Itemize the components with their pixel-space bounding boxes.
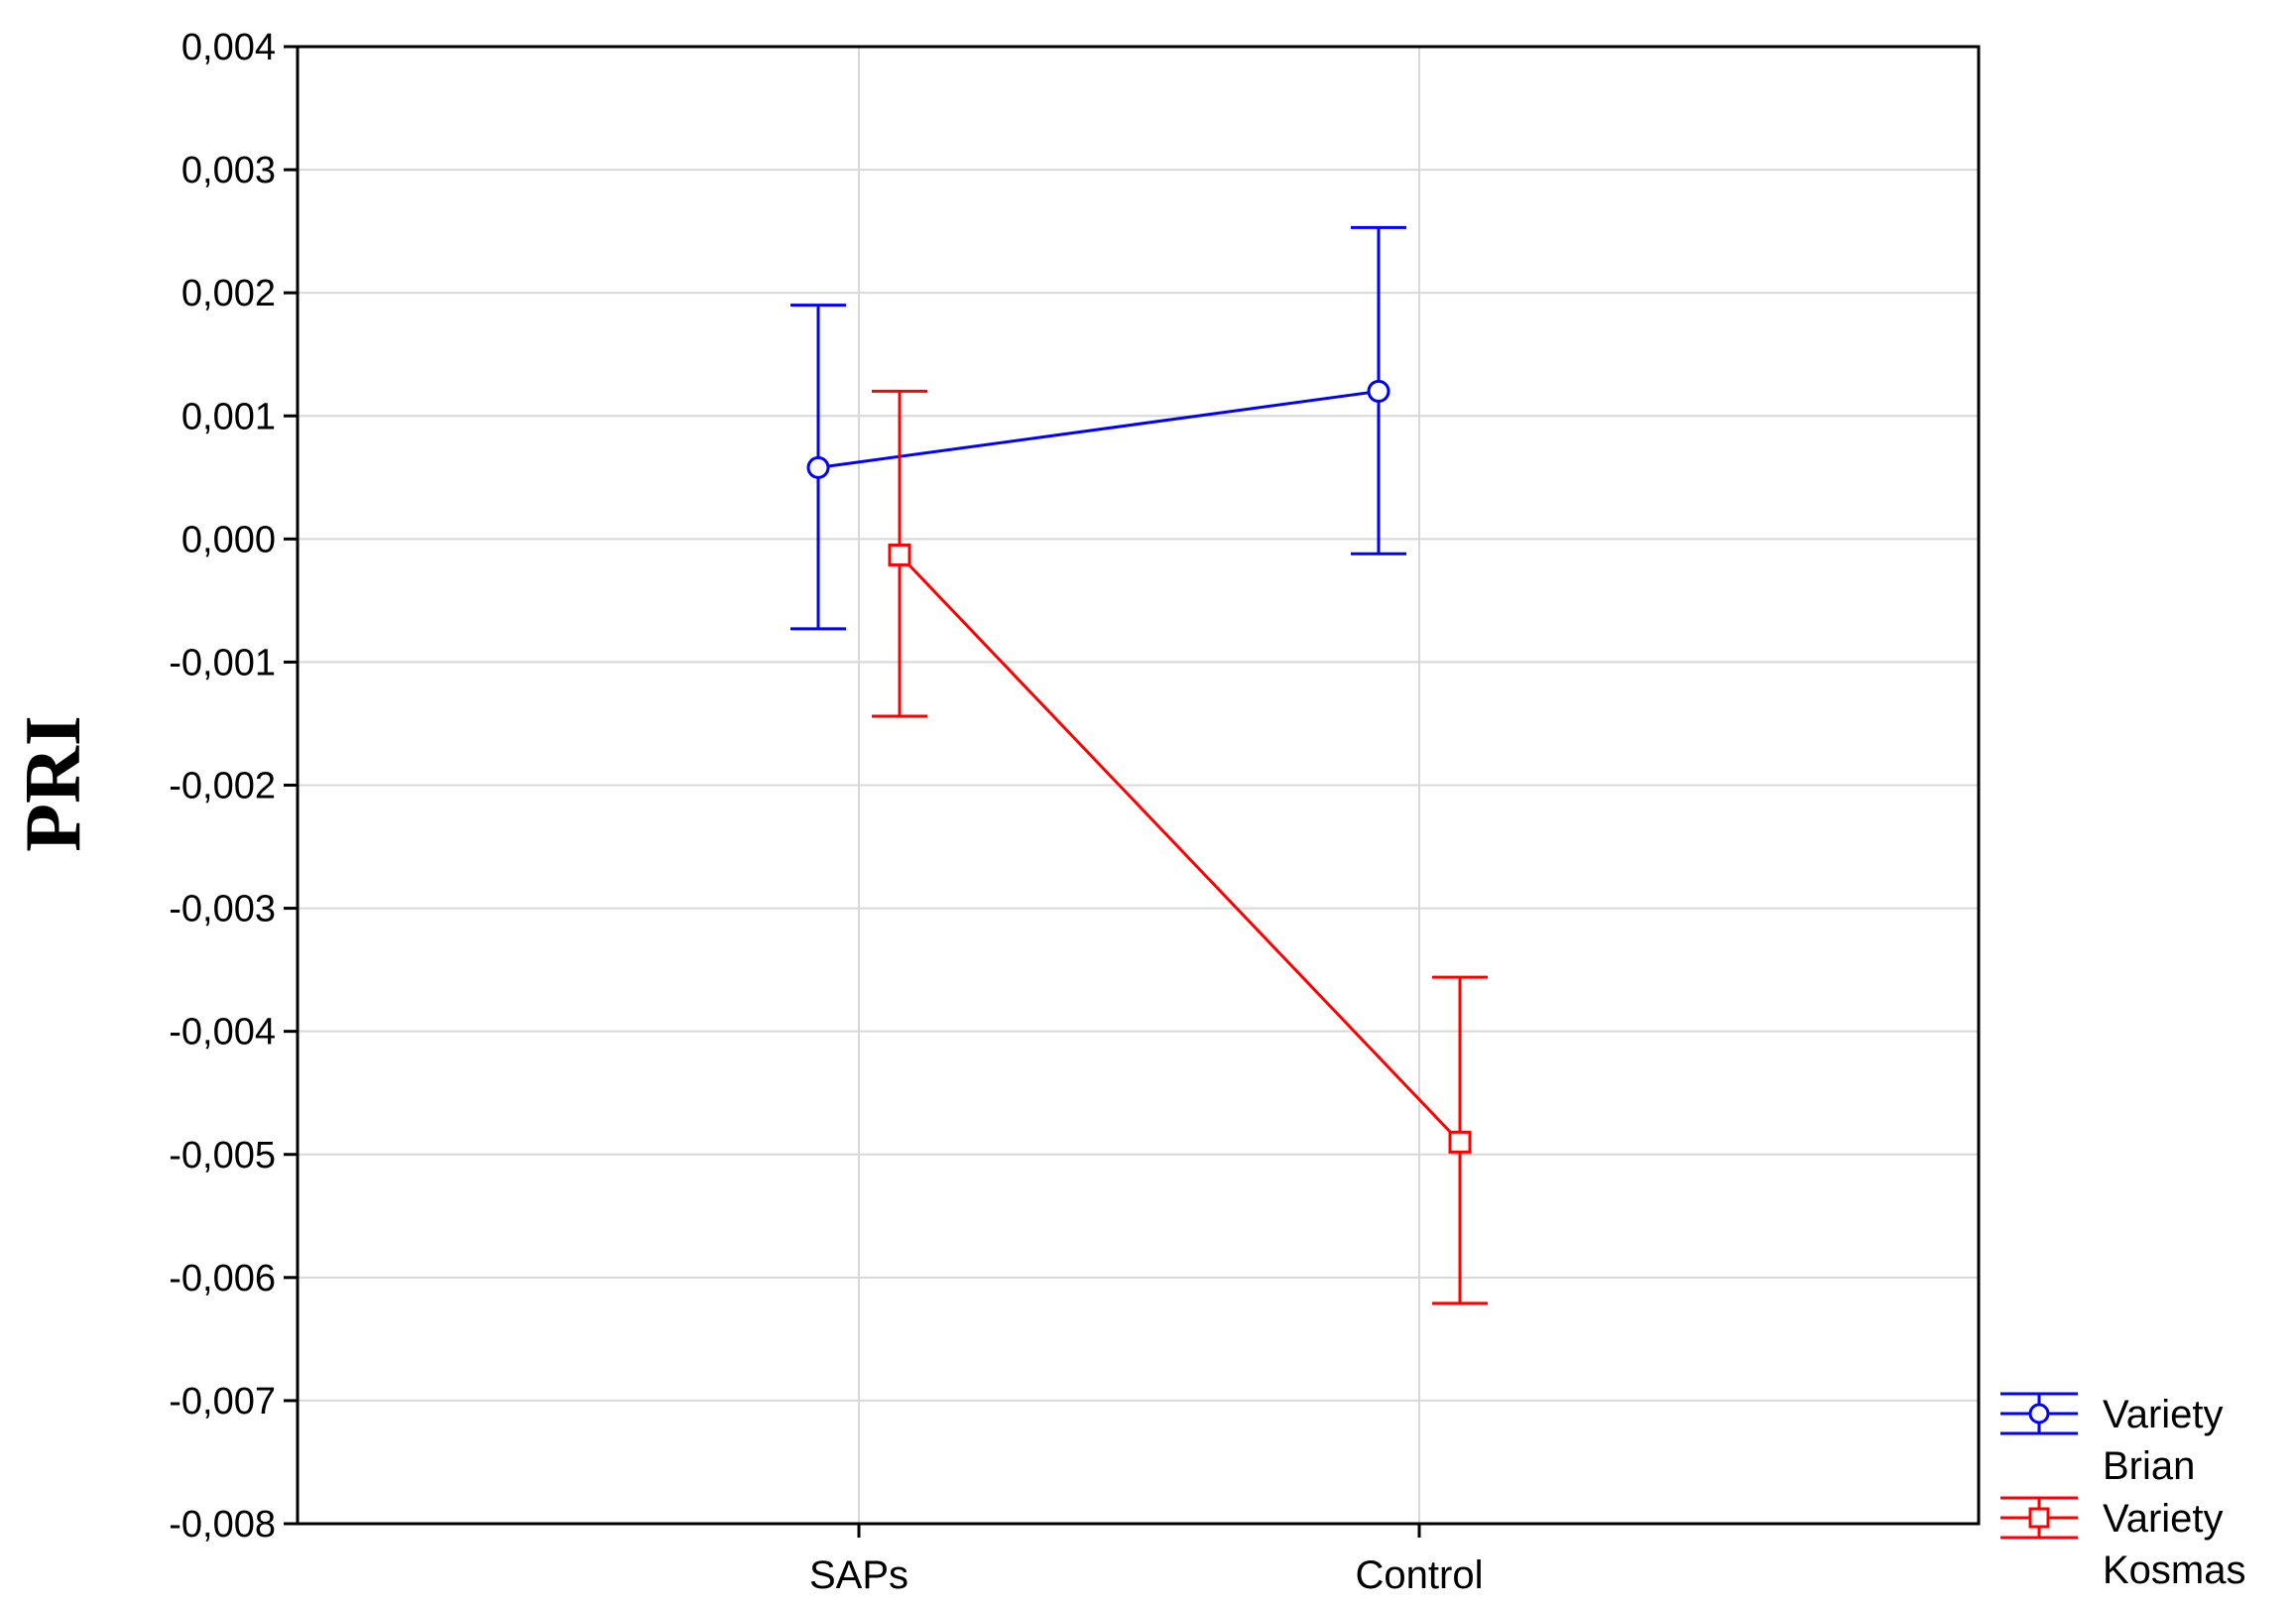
series [790,225,1406,631]
y-axis-label: PRI [10,715,97,852]
series-layer [790,225,1488,1305]
x-tick-label: Control [1356,1553,1484,1597]
y-tick-label: 0,004 [181,27,276,68]
y-tick-label: -0,003 [169,889,276,930]
y-tick-label: -0,004 [169,1012,276,1053]
grid [298,47,1979,1524]
y-tick-label: 0,001 [181,396,276,437]
legend-label: Variety Brian [2103,1393,2224,1488]
y-tick-label: -0,006 [169,1258,276,1300]
y-tick-label: 0,002 [181,273,276,314]
x-tick-label: SAPs [809,1553,908,1597]
y-tick-label: 0,000 [181,519,276,560]
data-point [806,455,830,479]
series-line [817,389,1380,469]
y-tick-label: -0,002 [169,766,276,807]
y-tick-label: 0,003 [181,150,276,191]
legend-item: Variety Kosmas [2000,1496,2246,1592]
series [872,389,1488,1305]
legend-marker [2028,1403,2050,1424]
y-tick-label: -0,001 [169,642,276,683]
data-point [1367,379,1390,403]
y-tick-label: -0,008 [169,1504,276,1546]
legend-item: Variety Brian [2000,1392,2224,1488]
legend-label: Variety Kosmas [2103,1497,2246,1592]
y-axis: 0,004 0,003 0,002 0,001 0,000 -0,001 -0,002 -0,… [169,27,298,1546]
legend-marker [2028,1507,2050,1529]
y-tick-label: -0,007 [169,1381,276,1423]
series-line [898,554,1462,1144]
y-tick-label: -0,005 [169,1135,276,1177]
data-point [1448,1130,1472,1154]
x-axis: SAPs Control [809,1524,1484,1597]
data-point [888,543,911,566]
